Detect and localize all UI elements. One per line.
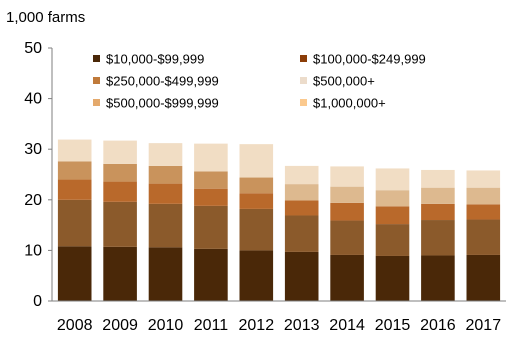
x-tick-label: 2016	[420, 317, 456, 334]
bar-segment-s4-2015	[375, 190, 410, 207]
y-axis-unit-label: 1,000 farms	[6, 9, 85, 26]
bar-segment-s4-2017	[466, 187, 501, 205]
bar-segment-s0-2014	[330, 254, 364, 301]
x-tick-label: 2014	[329, 317, 365, 334]
x-tick-label: 2013	[284, 317, 320, 334]
y-tick-label: 30	[24, 141, 42, 158]
bar-stack-2010	[148, 143, 183, 301]
bar-segment-s1-2013	[284, 215, 319, 252]
bar-segment-s0-2008	[57, 246, 92, 301]
legend-swatch	[93, 55, 100, 62]
bar-segment-s1-2016	[421, 220, 455, 256]
bar-segment-s1-2015	[375, 224, 410, 256]
bar-segment-s3-2010	[148, 165, 183, 184]
legend: $10,000-$99,999 $100,000-$249,999 $250,000…	[93, 52, 426, 111]
bar-stack-2015	[375, 168, 410, 301]
bar-segment-s2-2017	[466, 204, 501, 220]
bar-segment-s2-2014	[330, 202, 364, 221]
legend-swatch	[93, 99, 100, 106]
bar-stack-2013	[284, 165, 319, 301]
bar-segment-s4-2014	[330, 186, 364, 203]
bar-segment-s5-2013	[284, 165, 319, 185]
bar-segment-s5-2008	[57, 139, 92, 162]
bar-segment-s5-2015	[375, 168, 410, 191]
bar-segment-s3-2012	[239, 177, 274, 194]
y-tick-label: 10	[24, 242, 42, 259]
bar-stack-2009	[103, 140, 137, 301]
bar-segment-s2-2013	[284, 200, 319, 216]
bar-segment-s1-2010	[148, 203, 183, 248]
legend-label: $100,000-$249,999	[313, 52, 426, 67]
bar-stack-2014	[330, 166, 364, 301]
x-tick-label: 2011	[194, 317, 229, 334]
bar-segment-s0-2015	[375, 255, 410, 301]
bar-segment-s0-2009	[103, 246, 137, 301]
y-tick-label: 50	[24, 40, 42, 57]
legend-swatch	[93, 77, 100, 84]
legend-label: $250,000-$499,999	[106, 74, 219, 89]
bar-segment-s4-2016	[421, 187, 455, 204]
bar-segment-s3-2011	[194, 171, 228, 189]
bar-segment-s3-2009	[103, 163, 137, 182]
bar-segment-s5-2009	[103, 140, 137, 164]
bar-stack-2008	[57, 139, 92, 301]
x-tick-label: 2009	[102, 317, 138, 334]
bar-stack-2017	[466, 170, 501, 301]
bar-segment-s0-2016	[421, 255, 455, 301]
bar-segment-s5-2011	[194, 143, 228, 172]
bar-stack-2016	[421, 169, 455, 301]
legend-label: $500,000+	[313, 74, 375, 89]
bar-segment-s2-2016	[421, 203, 455, 221]
y-tick-label: 0	[33, 293, 42, 310]
bar-segment-s2-2008	[57, 179, 92, 200]
x-tick-label: 2012	[239, 317, 275, 334]
bar-segment-s5-2014	[330, 166, 364, 187]
bar-segment-s5-2016	[421, 169, 455, 188]
y-tick-label: 40	[24, 91, 42, 108]
y-tick-label: 20	[24, 192, 42, 209]
bar-segment-s0-2017	[466, 254, 501, 301]
y-axis-ticks: 0 10 20 30 40 50	[24, 40, 52, 310]
bar-segment-s5-2012	[239, 144, 274, 178]
legend-swatch	[300, 99, 307, 106]
bar-segment-s0-2013	[284, 251, 319, 301]
bar-segment-s1-2012	[239, 208, 274, 251]
legend-label: $10,000-$99,999	[106, 52, 204, 67]
bar-segment-s5-2010	[148, 143, 183, 166]
legend-label: $1,000,000+	[313, 96, 386, 111]
legend-swatch	[300, 77, 307, 84]
bar-segment-s2-2015	[375, 206, 410, 225]
bar-stacks	[57, 139, 501, 301]
bar-segment-s2-2010	[148, 183, 183, 204]
bar-stack-2011	[194, 143, 228, 301]
x-tick-label: 2010	[148, 317, 184, 334]
bar-segment-s1-2017	[466, 219, 501, 255]
bar-segment-s1-2011	[194, 205, 228, 249]
legend-label: $500,000-$999,999	[106, 96, 219, 111]
bar-segment-s3-2008	[57, 161, 92, 180]
x-tick-label: 2017	[466, 317, 502, 334]
bar-segment-s4-2013	[284, 184, 319, 201]
x-tick-label: 2015	[375, 317, 411, 334]
bar-segment-s5-2017	[466, 170, 501, 188]
bar-segment-s0-2010	[148, 247, 183, 301]
bar-stack-2012	[239, 144, 274, 301]
bar-segment-s1-2014	[330, 220, 364, 255]
x-tick-label: 2008	[57, 317, 93, 334]
bar-segment-s2-2012	[239, 193, 274, 209]
bar-segment-s2-2011	[194, 188, 228, 206]
bar-segment-s0-2012	[239, 250, 274, 301]
bar-segment-s1-2009	[103, 201, 137, 247]
bar-segment-s1-2008	[57, 199, 92, 247]
x-axis-tick-labels: 2008 2009 2010 2011 2012 2013 2014 2015 2016 2017	[57, 317, 501, 334]
bar-segment-s2-2009	[103, 181, 137, 202]
legend-swatch	[300, 55, 307, 62]
bar-segment-s0-2011	[194, 248, 228, 301]
